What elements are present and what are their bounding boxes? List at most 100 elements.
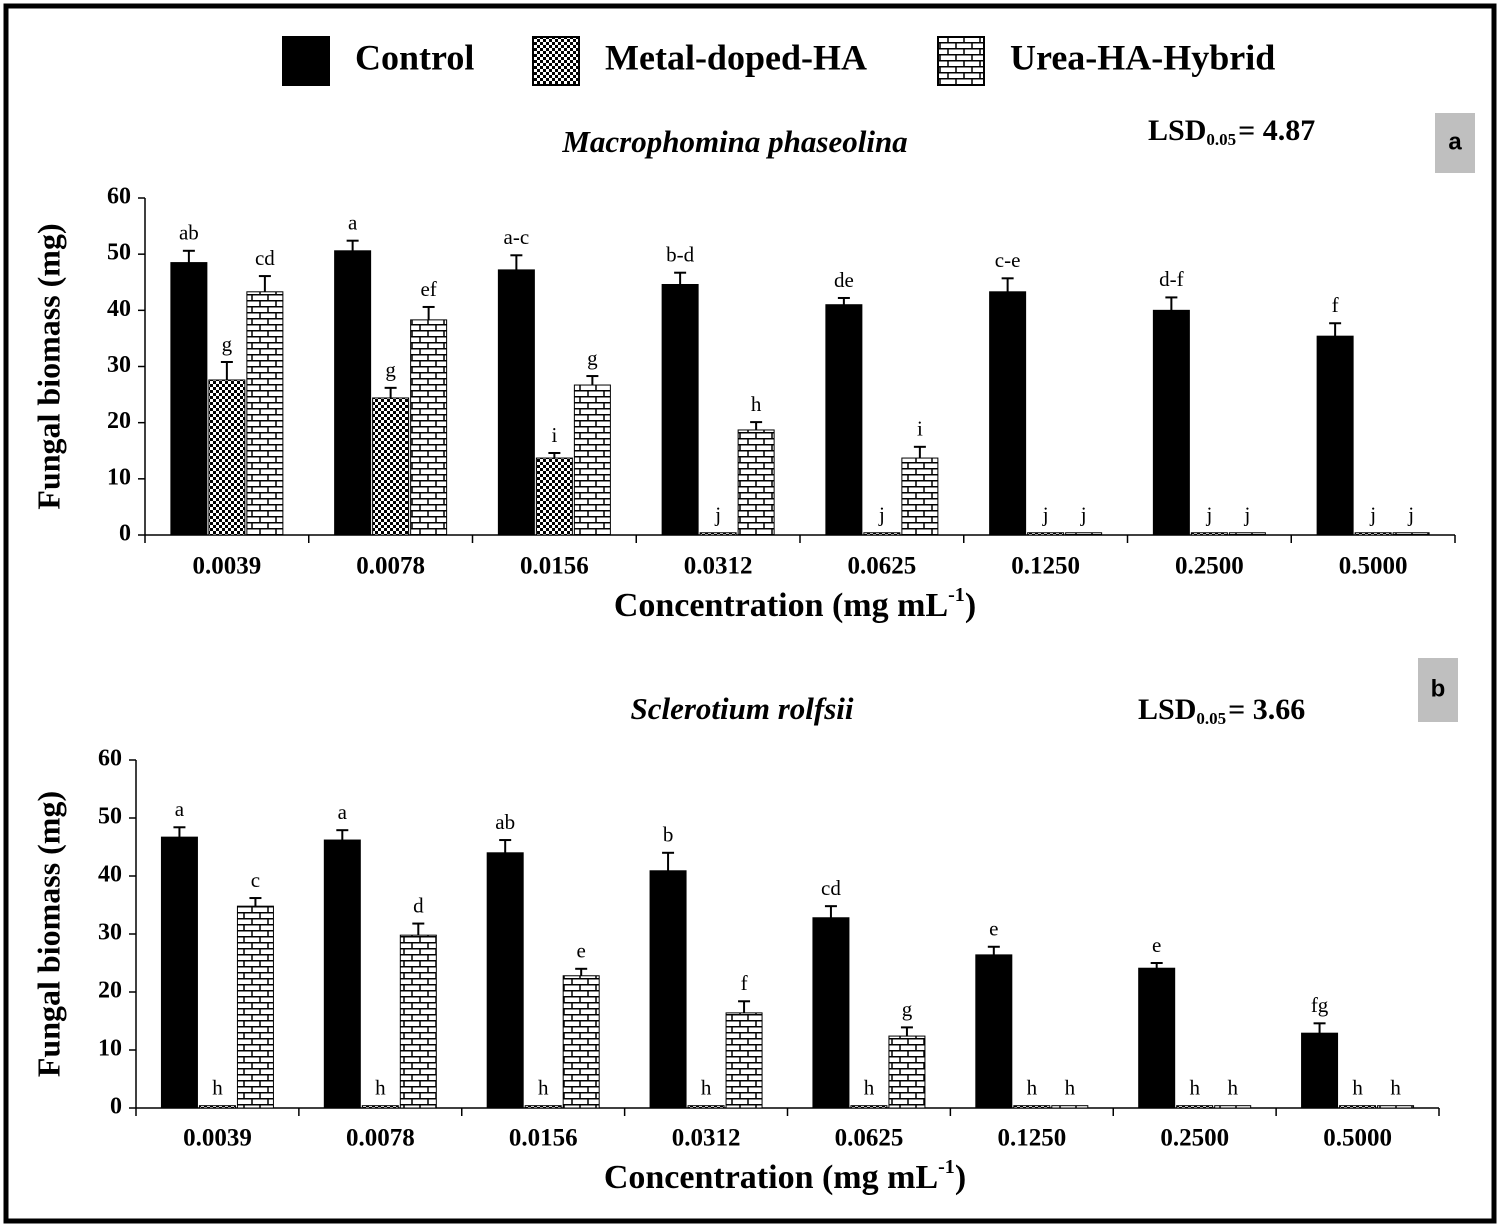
significance-letter: j — [1080, 503, 1087, 527]
panel-tag-box — [1435, 113, 1475, 173]
significance-letter: f — [1332, 293, 1339, 317]
x-axis-label: Concentration (mg mL-1) — [604, 1156, 966, 1196]
y-tick-label: 60 — [98, 746, 122, 772]
significance-letter: h — [1352, 1075, 1363, 1099]
significance-letter: j — [1042, 503, 1049, 527]
bar — [812, 917, 850, 1109]
x-tick-label: 0.0312 — [672, 1125, 741, 1152]
y-tick-label: 40 — [98, 862, 122, 888]
bar — [1051, 1105, 1089, 1109]
bar — [1013, 1105, 1051, 1109]
bar — [524, 1105, 562, 1109]
x-label-suffix: ) — [955, 1159, 966, 1196]
bar — [1392, 532, 1430, 536]
bar — [850, 1105, 888, 1109]
y-tick-label: 0 — [119, 521, 131, 547]
significance-letter: d-f — [1159, 267, 1184, 291]
bar — [737, 429, 775, 536]
x-tick-label: 0.0312 — [684, 553, 753, 580]
x-tick-label: 0.0156 — [520, 553, 589, 580]
significance-letter: j — [1243, 503, 1250, 527]
significance-letter: de — [834, 268, 854, 292]
x-tick-label: 0.2500 — [1175, 553, 1244, 580]
significance-letter: a — [348, 210, 358, 234]
bar — [863, 532, 901, 536]
bar — [699, 532, 737, 536]
bar — [198, 1105, 236, 1109]
y-axis-label: Fungal biomass (mg) — [30, 791, 66, 1077]
bar — [170, 262, 208, 536]
legend-label: Urea-HA-Hybrid — [1010, 37, 1275, 77]
bar — [687, 1105, 725, 1109]
x-tick-label: 0.5000 — [1323, 1125, 1392, 1152]
x-tick-label: 0.5000 — [1339, 553, 1408, 580]
significance-letter: g — [222, 332, 233, 356]
panel-tag-box — [1418, 658, 1458, 722]
significance-letter: i — [551, 423, 557, 447]
significance-letter: d — [413, 893, 424, 917]
x-axis-label: Concentration (mg mL-1) — [614, 584, 976, 624]
significance-letter: cd — [821, 876, 841, 900]
lsd-prefix: LSD — [1138, 693, 1196, 726]
significance-letter: c — [251, 868, 260, 892]
bar — [1301, 1032, 1339, 1109]
panel-tag: b — [1431, 675, 1446, 702]
y-tick-label: 50 — [107, 240, 131, 266]
x-tick-label: 0.2500 — [1160, 1125, 1229, 1152]
significance-letter: a — [338, 800, 348, 824]
significance-letter: h — [1027, 1075, 1038, 1099]
lsd-prefix: LSD — [1148, 114, 1206, 147]
lsd-text: = 3.66 — [1228, 693, 1305, 726]
significance-letter: a — [175, 797, 185, 821]
bar — [160, 836, 198, 1109]
legend-label: Metal-doped-HA — [605, 37, 867, 77]
y-axis-label: Fungal biomass (mg) — [30, 223, 66, 509]
x-label-superscript: -1 — [938, 1156, 955, 1178]
bar — [246, 291, 284, 536]
significance-letter: h — [1189, 1075, 1200, 1099]
frame — [3, 3, 1497, 1224]
bar — [497, 269, 535, 536]
chart-title: Sclerotium rolfsii — [630, 691, 853, 726]
bar — [1214, 1105, 1252, 1109]
significance-letter: b — [663, 823, 674, 847]
y-tick-label: 20 — [98, 978, 122, 1004]
bar — [361, 1105, 399, 1109]
x-tick-label: 0.0078 — [356, 553, 425, 580]
significance-letter: f — [741, 971, 748, 995]
bar — [1339, 1105, 1377, 1109]
significance-letter: h — [1227, 1075, 1238, 1099]
bar — [236, 905, 274, 1109]
lsd-label: LSD0.05= 4.87 — [1148, 114, 1315, 149]
significance-letter: b-d — [666, 243, 694, 267]
y-tick-label: 30 — [98, 920, 122, 946]
x-label-superscript: -1 — [948, 584, 965, 606]
significance-letter: j — [878, 503, 885, 527]
significance-letter: j — [1407, 503, 1414, 527]
bar — [372, 397, 410, 536]
significance-letter: cd — [255, 246, 275, 270]
bar — [1176, 1105, 1214, 1109]
x-tick-label: 0.1250 — [1011, 553, 1080, 580]
x-tick-label: 0.0625 — [848, 553, 917, 580]
bar — [661, 283, 699, 536]
legend-swatch — [937, 36, 985, 86]
significance-letter: j — [714, 503, 721, 527]
bar — [825, 304, 863, 536]
significance-letter: e — [1152, 933, 1161, 957]
significance-letter: a-c — [504, 225, 530, 249]
bar — [1228, 532, 1266, 536]
lsd-subscript: 0.05 — [1206, 130, 1236, 149]
significance-letter: h — [864, 1075, 875, 1099]
significance-letter: c-e — [995, 248, 1021, 272]
bar — [1152, 309, 1190, 536]
x-tick-label: 0.0156 — [509, 1125, 578, 1152]
significance-letter: h — [1390, 1075, 1401, 1099]
x-label-text: Concentration (mg mL — [614, 587, 948, 624]
legend-swatch — [282, 36, 330, 86]
x-tick-label: 0.0039 — [183, 1125, 252, 1152]
lsd-text: = 4.87 — [1238, 114, 1315, 147]
y-tick-label: 60 — [107, 184, 131, 210]
significance-letter: g — [902, 997, 913, 1021]
